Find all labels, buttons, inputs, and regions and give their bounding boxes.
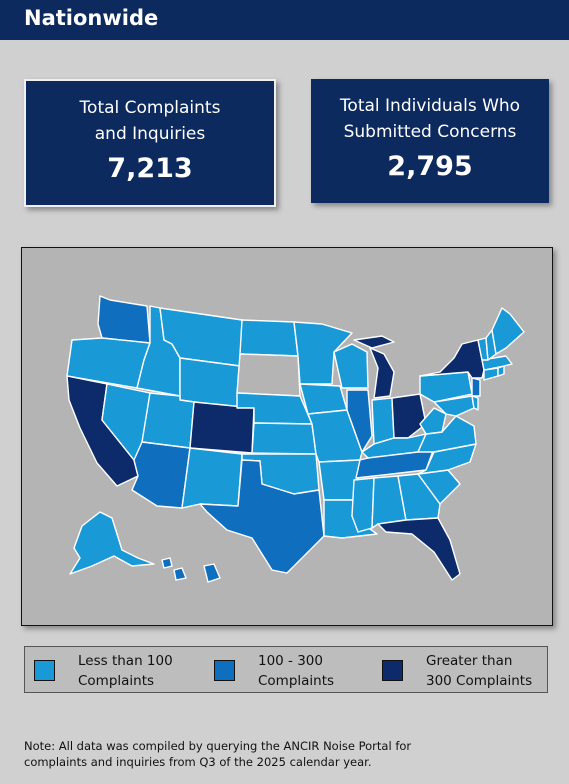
total-individuals-card: Total Individuals Who Submitted Concerns…	[311, 79, 549, 203]
total-individuals-value: 2,795	[387, 151, 473, 182]
state-fl[interactable]	[377, 517, 461, 581]
state-pa[interactable]	[419, 371, 473, 403]
state-oh[interactable]	[391, 393, 427, 439]
legend-mid-line2: Complaints	[258, 673, 335, 689]
total-individuals-label-line2: Submitted Concerns	[343, 122, 517, 142]
state-ak[interactable]	[69, 511, 155, 575]
map-legend: Less than 100 Complaints 100 - 300 Compl…	[24, 646, 548, 693]
total-complaints-card: Total Complaints and Inquiries 7,213	[24, 79, 276, 207]
state-co[interactable]	[189, 401, 255, 454]
state-az[interactable]	[131, 441, 191, 509]
state-ga[interactable]	[397, 473, 441, 521]
state-tx[interactable]	[199, 459, 325, 574]
state-ia[interactable]	[299, 383, 348, 415]
legend-swatch-high	[382, 660, 403, 681]
legend-mid-line1: 100 - 300	[258, 653, 323, 669]
legend-high-line1: Greater than	[426, 653, 513, 669]
legend-text-high: Greater than 300 Complaints	[426, 651, 556, 691]
data-note: Note: All data was compiled by querying …	[24, 738, 544, 770]
total-individuals-label: Total Individuals Who Submitted Concerns	[311, 93, 549, 145]
state-hi[interactable]	[161, 557, 221, 583]
data-note-line2: complaints and inquiries from Q3 of the …	[24, 755, 372, 769]
legend-swatch-low	[34, 660, 55, 681]
state-mn[interactable]	[293, 321, 353, 385]
state-ny[interactable]	[419, 339, 485, 379]
state-nd[interactable]	[239, 319, 299, 357]
state-ks[interactable]	[251, 422, 317, 455]
legend-high-line2: 300 Complaints	[426, 673, 533, 689]
total-complaints-label-line1: Total Complaints	[79, 98, 221, 118]
total-complaints-label-line2: and Inquiries	[94, 124, 206, 144]
state-ms[interactable]	[351, 477, 375, 533]
state-wa[interactable]	[97, 295, 151, 344]
header-bar: Nationwide	[0, 0, 569, 40]
state-ut[interactable]	[141, 392, 195, 449]
total-complaints-value: 7,213	[107, 153, 193, 184]
total-individuals-label-line1: Total Individuals Who	[339, 96, 521, 116]
legend-text-mid: 100 - 300 Complaints	[258, 651, 388, 691]
state-in[interactable]	[371, 397, 395, 445]
state-wv[interactable]	[419, 407, 447, 435]
data-note-line1: Note: All data was compiled by querying …	[24, 739, 412, 753]
state-me[interactable]	[491, 307, 525, 355]
state-de[interactable]	[471, 395, 479, 411]
state-il[interactable]	[346, 389, 373, 453]
legend-low-line2: Complaints	[78, 673, 155, 689]
state-wy[interactable]	[179, 357, 241, 409]
legend-text-low: Less than 100 Complaints	[78, 651, 208, 691]
state-mi[interactable]	[353, 335, 395, 399]
state-sd[interactable]	[236, 353, 301, 397]
state-wi[interactable]	[333, 343, 369, 389]
us-map-svg	[66, 295, 525, 583]
legend-low-line1: Less than 100	[78, 653, 173, 669]
state-nj[interactable]	[471, 377, 481, 397]
us-choropleth-map	[21, 247, 553, 626]
page-title: Nationwide	[24, 6, 159, 30]
state-nm[interactable]	[181, 447, 243, 509]
total-complaints-label: Total Complaints and Inquiries	[26, 95, 274, 147]
legend-swatch-mid	[214, 660, 235, 681]
state-md[interactable]	[433, 395, 475, 417]
